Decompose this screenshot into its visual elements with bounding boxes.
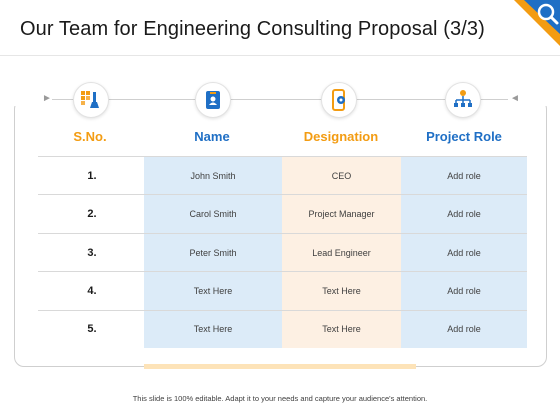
row-divider (38, 194, 527, 195)
id-badge-icon (195, 82, 231, 118)
left-arrow-icon: ◄ (510, 93, 520, 104)
accent-bar (144, 364, 416, 369)
header-name: Name (194, 129, 230, 144)
corner-search-badge (500, 0, 560, 46)
connector-line (245, 99, 317, 100)
role-cell: Add role (447, 248, 481, 258)
row-number: 4. (87, 285, 97, 297)
mobile-settings-icon (321, 82, 357, 118)
row-divider (38, 310, 527, 311)
row-divider (38, 156, 527, 157)
row-number: 2. (87, 208, 97, 220)
header-designation: Designation (303, 129, 379, 144)
name-cell: Text Here (193, 324, 233, 334)
tools-icon (73, 82, 109, 118)
role-cell: Add role (447, 209, 481, 219)
org-chart-gear-icon (445, 82, 481, 118)
header-sno: S.No. (73, 129, 107, 144)
role-cell: Add role (447, 171, 481, 181)
role-column-background (401, 156, 527, 348)
connector-line (367, 99, 439, 100)
row-number: 1. (87, 170, 97, 182)
row-divider (38, 233, 527, 234)
header-project-role: Project Role (426, 129, 502, 144)
designation-cell: CEO (331, 171, 352, 181)
designation-cell: Project Manager (308, 209, 375, 219)
footer-note: This slide is 100% editable. Adapt it to… (132, 394, 428, 403)
title-divider (0, 55, 560, 56)
row-divider (38, 271, 527, 272)
row-number: 3. (87, 247, 97, 259)
name-cell: Peter Smith (189, 248, 237, 258)
name-cell: Text Here (193, 286, 233, 296)
designation-column-background (282, 156, 401, 348)
name-cell: John Smith (190, 171, 236, 181)
role-cell: Add role (447, 324, 481, 334)
designation-cell: Lead Engineer (312, 248, 371, 258)
designation-cell: Text Here (322, 286, 361, 296)
right-arrow-icon: ► (42, 93, 52, 104)
page-title: Our Team for Engineering Consulting Prop… (20, 18, 485, 40)
name-cell: Carol Smith (189, 209, 237, 219)
connector-line (119, 99, 191, 100)
row-number: 5. (87, 323, 97, 335)
designation-cell: Text Here (322, 324, 361, 334)
role-cell: Add role (447, 286, 481, 296)
name-column-background (144, 156, 282, 348)
